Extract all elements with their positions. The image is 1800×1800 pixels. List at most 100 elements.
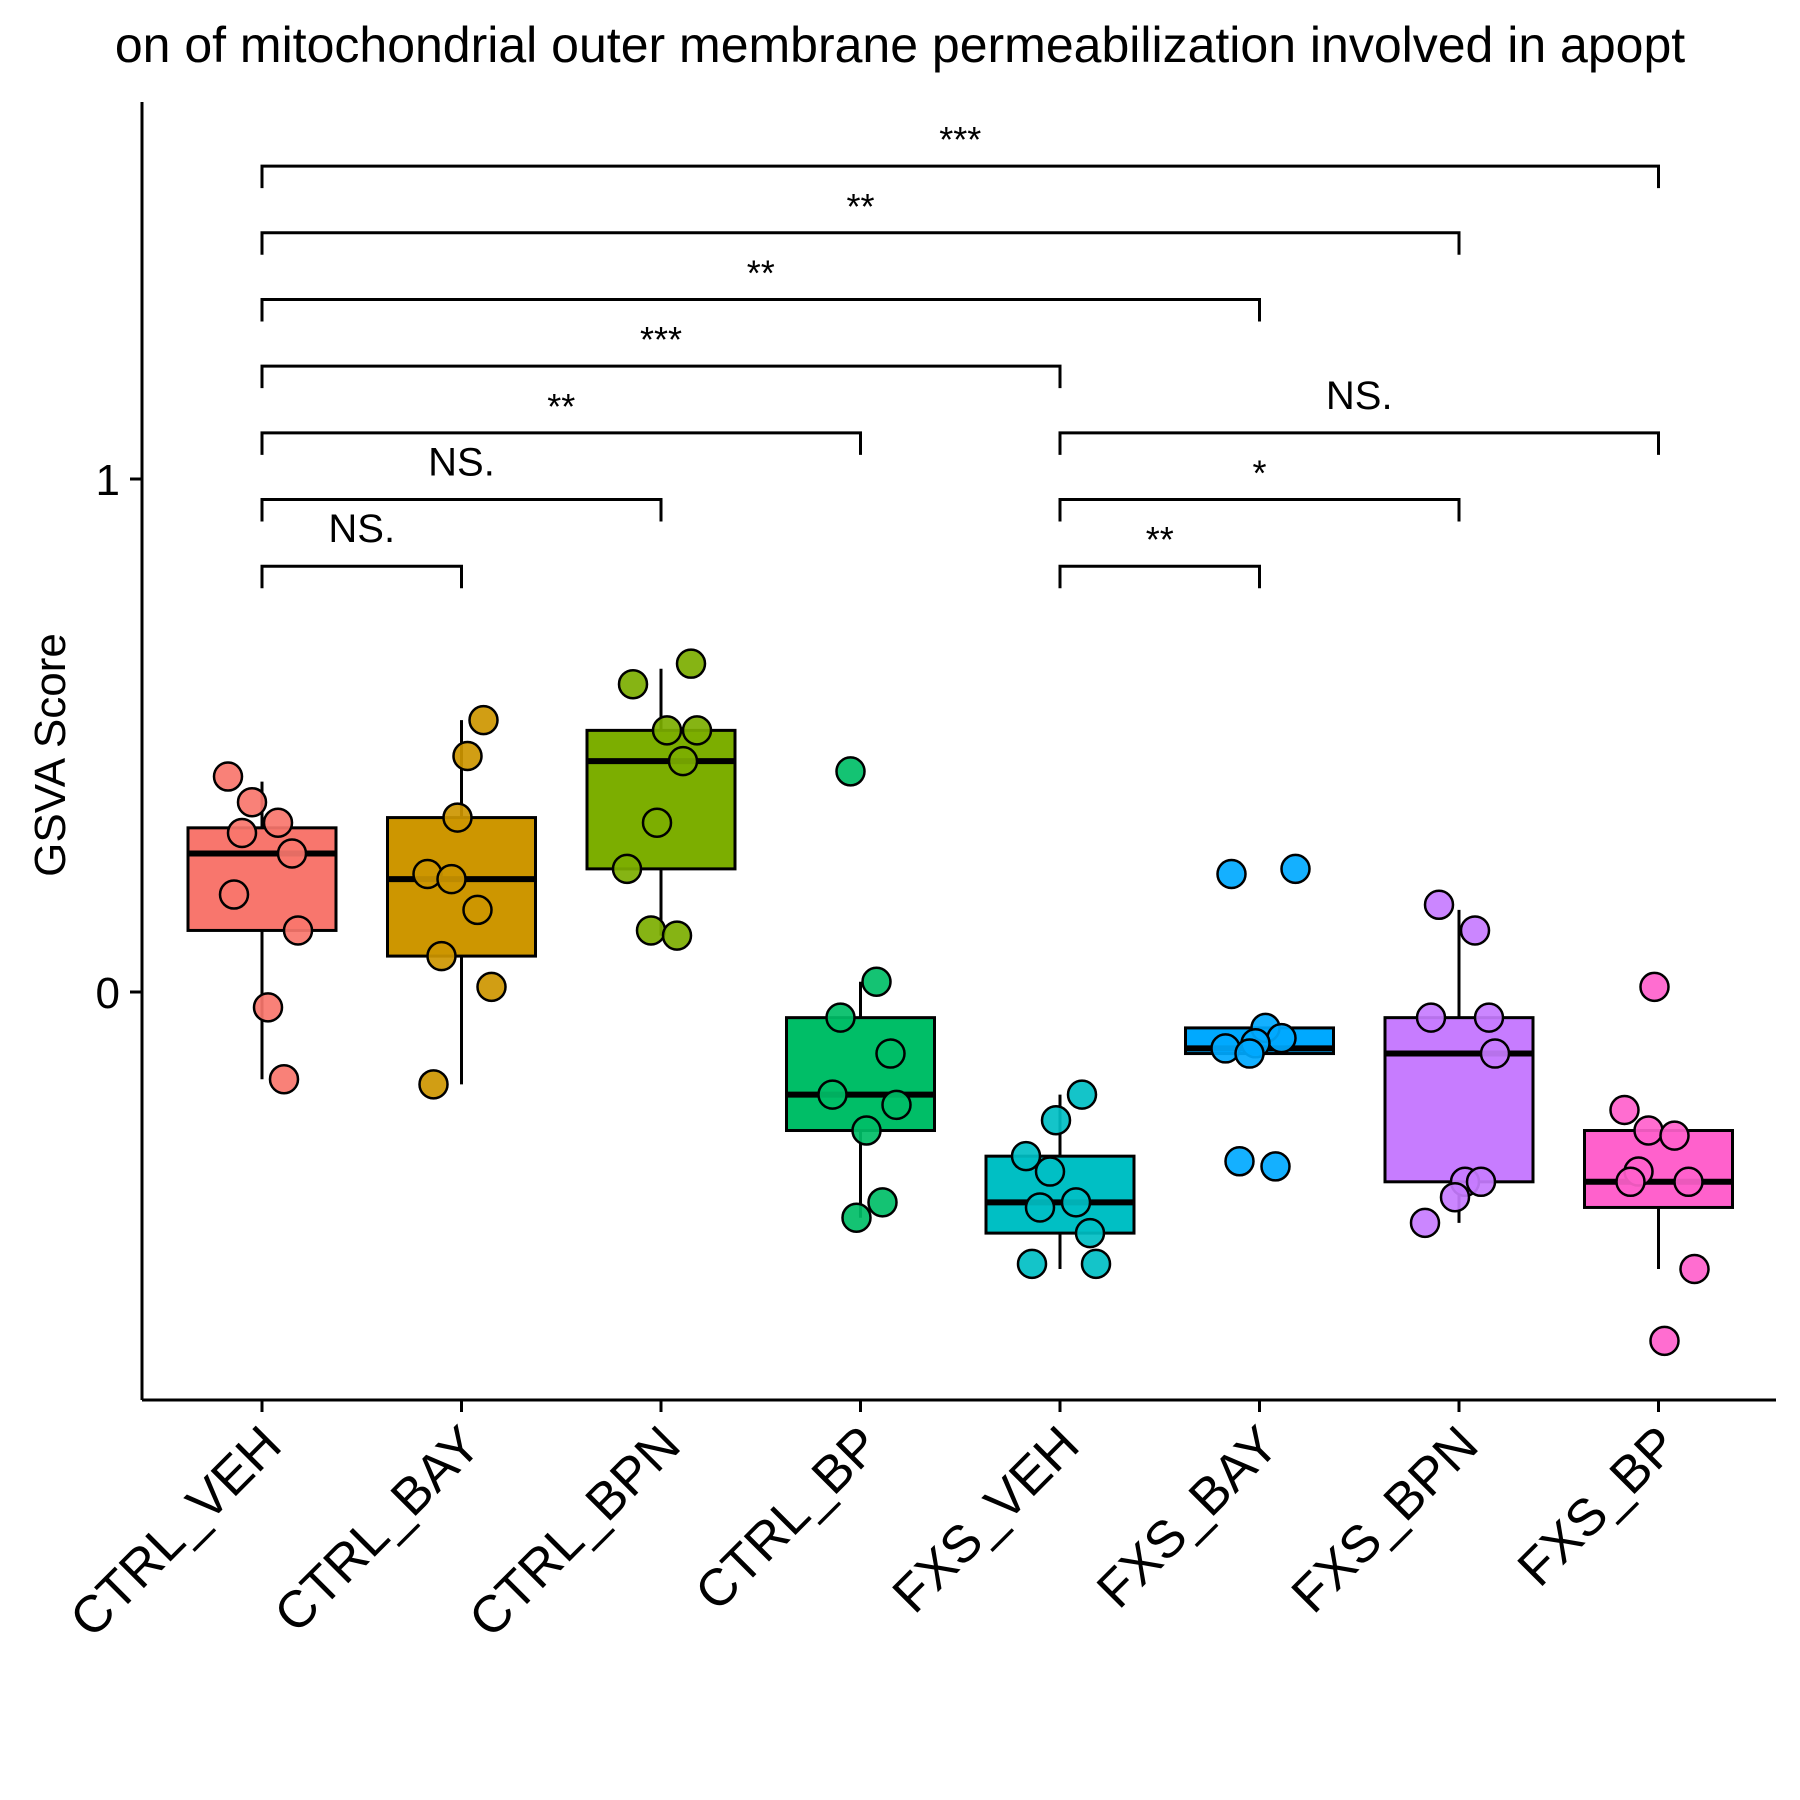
significance-label: *** <box>640 319 682 360</box>
data-point <box>1633 1115 1664 1146</box>
x-tick-label: CTRL_BP <box>684 1415 891 1622</box>
data-point <box>1260 1151 1291 1182</box>
data-point <box>1659 1120 1690 1151</box>
data-point <box>476 971 507 1003</box>
data-point <box>675 648 707 679</box>
data-point <box>1639 971 1670 1003</box>
data-point <box>861 966 892 997</box>
data-point <box>226 817 258 849</box>
data-point <box>1234 1038 1265 1069</box>
data-point <box>1016 1248 1048 1280</box>
x-tick-label: FXS_BAY <box>1086 1415 1290 1619</box>
significance-label: ** <box>547 386 575 427</box>
data-point <box>276 838 308 869</box>
data-point <box>1010 1140 1042 1172</box>
data-points <box>212 648 1710 1357</box>
significance-bracket <box>260 297 1261 322</box>
box-body <box>1583 1129 1734 1209</box>
y-axis-label: GSVA Score <box>26 633 75 877</box>
data-point <box>825 1002 856 1033</box>
data-point <box>218 879 250 910</box>
data-point <box>635 915 667 946</box>
box-body <box>585 728 737 871</box>
significance-bracket <box>260 364 1062 389</box>
data-point <box>661 920 693 951</box>
data-point <box>1423 889 1455 921</box>
significance-bracket <box>1058 498 1461 522</box>
x-tick-label: FXS_VEH <box>882 1415 1091 1624</box>
x-tick-label: FXS_BP <box>1507 1415 1689 1597</box>
data-point <box>851 1115 882 1146</box>
box-body <box>186 826 338 932</box>
significance-bracket <box>1058 564 1261 589</box>
x-tick-label: FXS_BPN <box>1281 1415 1490 1624</box>
data-point <box>418 1069 449 1100</box>
data-point <box>667 745 699 777</box>
significance-bracket <box>260 564 463 589</box>
data-point <box>1034 1156 1066 1187</box>
data-point <box>1479 1038 1511 1069</box>
data-point <box>617 668 649 700</box>
data-point <box>1040 1105 1072 1136</box>
data-point <box>1679 1253 1710 1285</box>
significance-label: ** <box>1146 519 1174 560</box>
significance-bracket <box>260 231 1461 255</box>
significance-label: NS. <box>428 441 495 485</box>
data-point <box>1280 853 1311 885</box>
data-point <box>236 786 268 818</box>
data-point <box>1649 1325 1680 1357</box>
data-point <box>212 761 244 792</box>
x-tick-label: CTRL_BAY <box>264 1415 492 1643</box>
data-point <box>442 802 473 833</box>
data-point <box>1409 1207 1441 1239</box>
data-point <box>262 807 294 838</box>
data-point <box>681 715 713 746</box>
data-point <box>1459 915 1491 946</box>
y-tick-label: 0 <box>96 969 120 1018</box>
box-body <box>1383 1016 1535 1184</box>
significance-bracket <box>260 431 862 455</box>
data-point <box>1609 1094 1640 1126</box>
data-point <box>1465 1166 1497 1198</box>
data-point <box>641 807 673 838</box>
data-point <box>426 940 457 972</box>
significance-label: NS. <box>328 507 395 551</box>
data-point <box>817 1079 848 1110</box>
data-point <box>1074 1217 1106 1249</box>
data-point <box>651 715 683 746</box>
data-point <box>1673 1166 1704 1198</box>
data-point <box>1415 1002 1447 1033</box>
significance-bracket <box>260 164 1660 189</box>
data-point <box>452 740 483 772</box>
chart-title: on of mitochondrial outer membrane perme… <box>115 17 1685 73</box>
data-point <box>268 1063 300 1095</box>
y-tick-label: 1 <box>96 456 120 505</box>
significance-label: NS. <box>1326 374 1393 418</box>
data-point <box>468 704 499 736</box>
data-point <box>1473 1002 1505 1033</box>
data-point <box>1080 1248 1112 1280</box>
data-point <box>462 894 493 926</box>
data-point <box>1615 1166 1646 1198</box>
data-point <box>867 1187 898 1218</box>
x-tick-label: CTRL_VEH <box>59 1415 292 1648</box>
data-point <box>252 992 284 1023</box>
data-point <box>881 1089 912 1121</box>
data-point <box>1060 1187 1092 1218</box>
data-point <box>1024 1192 1056 1223</box>
data-point <box>835 756 866 787</box>
significance-label: ** <box>846 186 874 227</box>
significance-label: * <box>1252 453 1266 494</box>
data-point <box>1224 1146 1255 1177</box>
data-point <box>282 915 314 946</box>
data-point <box>1439 1181 1471 1213</box>
significance-label: ** <box>747 252 775 293</box>
box-body <box>785 1016 936 1133</box>
data-point <box>875 1038 906 1069</box>
data-point <box>1066 1079 1098 1110</box>
data-point <box>1216 858 1247 890</box>
significance-bracket <box>260 498 663 522</box>
data-point <box>841 1202 872 1233</box>
data-point <box>611 853 643 885</box>
